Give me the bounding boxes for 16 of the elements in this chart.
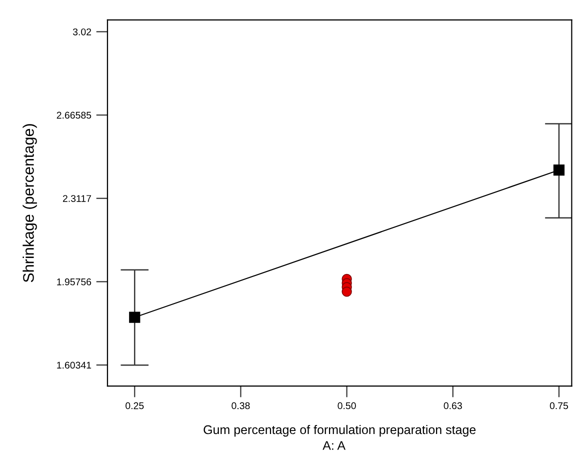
y-tick-label: 2.66585 (56, 112, 92, 119)
point (553, 164, 565, 176)
text: A: A (322, 441, 346, 450)
x-tick-label: 0.50 (338, 402, 356, 410)
y-axis-title: Shrinkage (percentage) (22, 124, 37, 282)
y-tick-label: 1.60341 (57, 362, 92, 369)
y-tick-label: 2.3117 (62, 195, 92, 202)
y-tick-label: 3.02 (72, 28, 92, 36)
x-axis-title: Gum percentage of formulation preparation stage (204, 424, 476, 437)
y-tick-label: 1.95756 (57, 278, 92, 286)
point (342, 286, 352, 297)
x-tick-label: 0.63 (444, 402, 462, 410)
x-tick-label: 0.75 (550, 402, 568, 410)
x-tick-label: 0.25 (126, 402, 144, 410)
x-tick-label: 0.38 (232, 402, 250, 410)
point (129, 312, 140, 323)
